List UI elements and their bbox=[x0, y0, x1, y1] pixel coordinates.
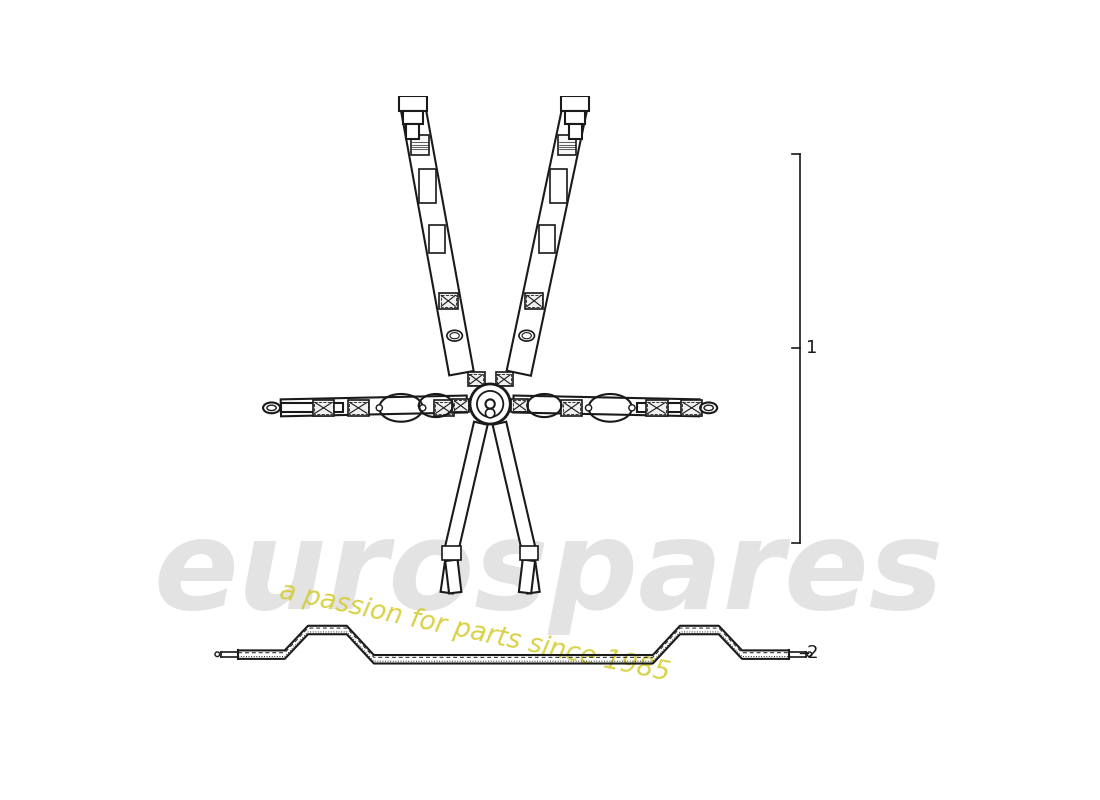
Text: a passion for parts since 1985: a passion for parts since 1985 bbox=[277, 579, 672, 687]
Polygon shape bbox=[514, 395, 700, 416]
Ellipse shape bbox=[701, 402, 717, 414]
Bar bbox=[539, 226, 554, 253]
Bar bbox=[429, 226, 444, 253]
Bar bbox=[442, 546, 461, 560]
Polygon shape bbox=[493, 422, 536, 552]
Bar bbox=[682, 402, 701, 414]
Circle shape bbox=[485, 399, 495, 409]
Polygon shape bbox=[441, 559, 458, 594]
Bar bbox=[497, 374, 512, 385]
Bar bbox=[349, 402, 367, 414]
Bar bbox=[468, 373, 485, 386]
Bar bbox=[648, 402, 667, 414]
Polygon shape bbox=[280, 395, 468, 416]
Bar bbox=[495, 373, 513, 386]
Circle shape bbox=[376, 405, 383, 411]
Bar bbox=[561, 96, 590, 111]
Bar bbox=[348, 400, 370, 415]
Circle shape bbox=[629, 405, 635, 411]
Circle shape bbox=[214, 652, 220, 657]
Bar bbox=[315, 402, 333, 414]
Text: eurospares: eurospares bbox=[153, 514, 944, 635]
Bar bbox=[470, 374, 483, 385]
Bar bbox=[526, 294, 542, 307]
Bar bbox=[312, 400, 334, 415]
Circle shape bbox=[585, 405, 592, 411]
Circle shape bbox=[477, 391, 504, 417]
Polygon shape bbox=[280, 403, 343, 413]
Bar bbox=[519, 546, 538, 560]
Polygon shape bbox=[444, 422, 487, 552]
Polygon shape bbox=[637, 403, 700, 413]
Circle shape bbox=[470, 384, 510, 424]
Text: 2: 2 bbox=[806, 644, 817, 662]
Bar bbox=[563, 402, 580, 414]
Bar bbox=[433, 400, 453, 415]
Bar bbox=[398, 96, 427, 111]
Polygon shape bbox=[400, 103, 474, 375]
Ellipse shape bbox=[263, 402, 280, 414]
Bar bbox=[646, 400, 668, 415]
Bar bbox=[569, 124, 582, 139]
Bar bbox=[439, 293, 458, 309]
Polygon shape bbox=[522, 559, 540, 594]
Bar bbox=[452, 398, 470, 413]
Ellipse shape bbox=[519, 330, 535, 341]
Bar bbox=[681, 400, 703, 415]
Bar bbox=[436, 402, 452, 414]
Polygon shape bbox=[446, 559, 461, 594]
Ellipse shape bbox=[522, 333, 531, 338]
Circle shape bbox=[807, 652, 812, 657]
Bar bbox=[565, 111, 585, 124]
Bar bbox=[410, 135, 429, 155]
Bar bbox=[561, 400, 582, 415]
Circle shape bbox=[485, 409, 495, 418]
Bar bbox=[558, 135, 576, 155]
Polygon shape bbox=[519, 559, 535, 594]
Ellipse shape bbox=[704, 405, 713, 410]
Bar bbox=[513, 400, 527, 411]
Circle shape bbox=[419, 405, 426, 411]
Bar bbox=[406, 124, 419, 139]
Text: 1: 1 bbox=[806, 339, 817, 357]
Bar bbox=[525, 293, 543, 309]
Bar bbox=[550, 169, 566, 202]
Bar bbox=[403, 111, 422, 124]
Bar bbox=[453, 400, 468, 411]
Ellipse shape bbox=[450, 333, 460, 338]
Bar bbox=[440, 294, 456, 307]
Bar bbox=[512, 398, 528, 413]
Polygon shape bbox=[507, 102, 587, 376]
Bar bbox=[419, 169, 436, 202]
Ellipse shape bbox=[267, 405, 276, 410]
Ellipse shape bbox=[447, 330, 462, 341]
